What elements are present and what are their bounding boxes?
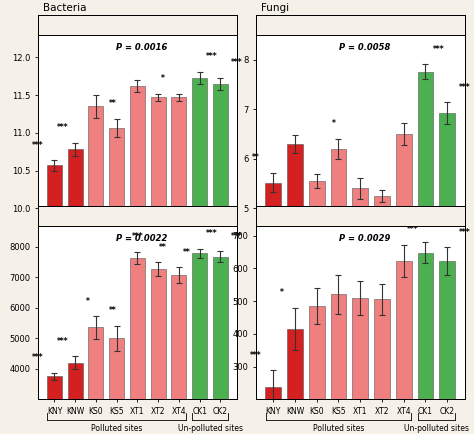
- Bar: [109, 339, 124, 434]
- Text: P = 0.0058: P = 0.0058: [339, 43, 390, 53]
- Bar: [265, 183, 281, 434]
- Text: ***: ***: [231, 58, 243, 67]
- Text: C: C: [44, 213, 53, 226]
- Text: A: A: [44, 22, 54, 35]
- Text: **: **: [252, 153, 260, 162]
- Bar: [47, 165, 62, 434]
- Bar: [396, 261, 411, 434]
- Bar: [418, 253, 433, 434]
- Text: Observed_species: Observed_species: [327, 215, 415, 226]
- Bar: [213, 257, 228, 434]
- Text: ***: ***: [459, 228, 470, 237]
- Text: P = 0.0029: P = 0.0029: [339, 234, 390, 243]
- Bar: [396, 134, 411, 434]
- Text: ***: ***: [407, 225, 418, 234]
- Bar: [331, 294, 346, 434]
- Text: Un-polluted sites: Un-polluted sites: [178, 424, 243, 433]
- Text: Observed_species: Observed_species: [103, 215, 191, 226]
- Text: **: **: [109, 306, 117, 315]
- Bar: [439, 113, 455, 434]
- Text: Fungi: Fungi: [261, 3, 289, 13]
- Bar: [439, 261, 455, 434]
- Bar: [374, 196, 390, 434]
- Text: ***: ***: [433, 223, 444, 232]
- Text: ***: ***: [132, 232, 143, 241]
- Text: ***: ***: [57, 337, 69, 345]
- Bar: [172, 97, 186, 434]
- Bar: [309, 181, 325, 434]
- Bar: [352, 298, 368, 434]
- Bar: [352, 188, 368, 434]
- Bar: [68, 363, 82, 434]
- Bar: [265, 387, 281, 434]
- Bar: [287, 329, 303, 434]
- Text: *: *: [86, 297, 90, 306]
- Text: B: B: [262, 22, 272, 35]
- Bar: [68, 149, 82, 434]
- Text: Shannon: Shannon: [349, 25, 392, 35]
- Bar: [89, 106, 103, 434]
- Text: ***: ***: [206, 52, 218, 61]
- Bar: [374, 299, 390, 434]
- Bar: [172, 275, 186, 434]
- Bar: [109, 128, 124, 434]
- Bar: [130, 258, 145, 434]
- Text: ***: ***: [459, 83, 470, 92]
- Bar: [47, 376, 62, 434]
- Text: ***: ***: [206, 229, 218, 238]
- Text: ***: ***: [433, 45, 444, 54]
- Text: Polluted sites: Polluted sites: [91, 424, 142, 433]
- Text: Bacteria: Bacteria: [43, 3, 86, 13]
- Bar: [331, 149, 346, 434]
- Bar: [192, 253, 207, 434]
- Bar: [89, 327, 103, 434]
- Bar: [151, 269, 166, 434]
- Text: ***: ***: [32, 353, 44, 362]
- Bar: [192, 78, 207, 434]
- Text: ***: ***: [250, 351, 262, 360]
- Text: Un-polluted sites: Un-polluted sites: [404, 424, 469, 433]
- Bar: [418, 72, 433, 434]
- Bar: [213, 84, 228, 434]
- Bar: [130, 86, 145, 434]
- Text: Polluted sites: Polluted sites: [313, 424, 364, 433]
- Text: **: **: [109, 99, 117, 108]
- Text: D: D: [262, 213, 273, 226]
- Text: ***: ***: [57, 123, 69, 132]
- Text: *: *: [280, 288, 284, 297]
- Bar: [287, 144, 303, 434]
- Text: Shannon: Shannon: [126, 25, 169, 35]
- Text: *: *: [332, 119, 336, 128]
- Text: ***: ***: [231, 232, 243, 241]
- Text: *: *: [160, 74, 164, 83]
- Text: P = 0.0016: P = 0.0016: [116, 43, 167, 53]
- Text: P = 0.0022: P = 0.0022: [116, 234, 167, 243]
- Text: **: **: [158, 243, 166, 252]
- Bar: [151, 97, 166, 434]
- Text: **: **: [183, 248, 191, 256]
- Bar: [309, 306, 325, 434]
- Text: ***: ***: [32, 141, 44, 150]
